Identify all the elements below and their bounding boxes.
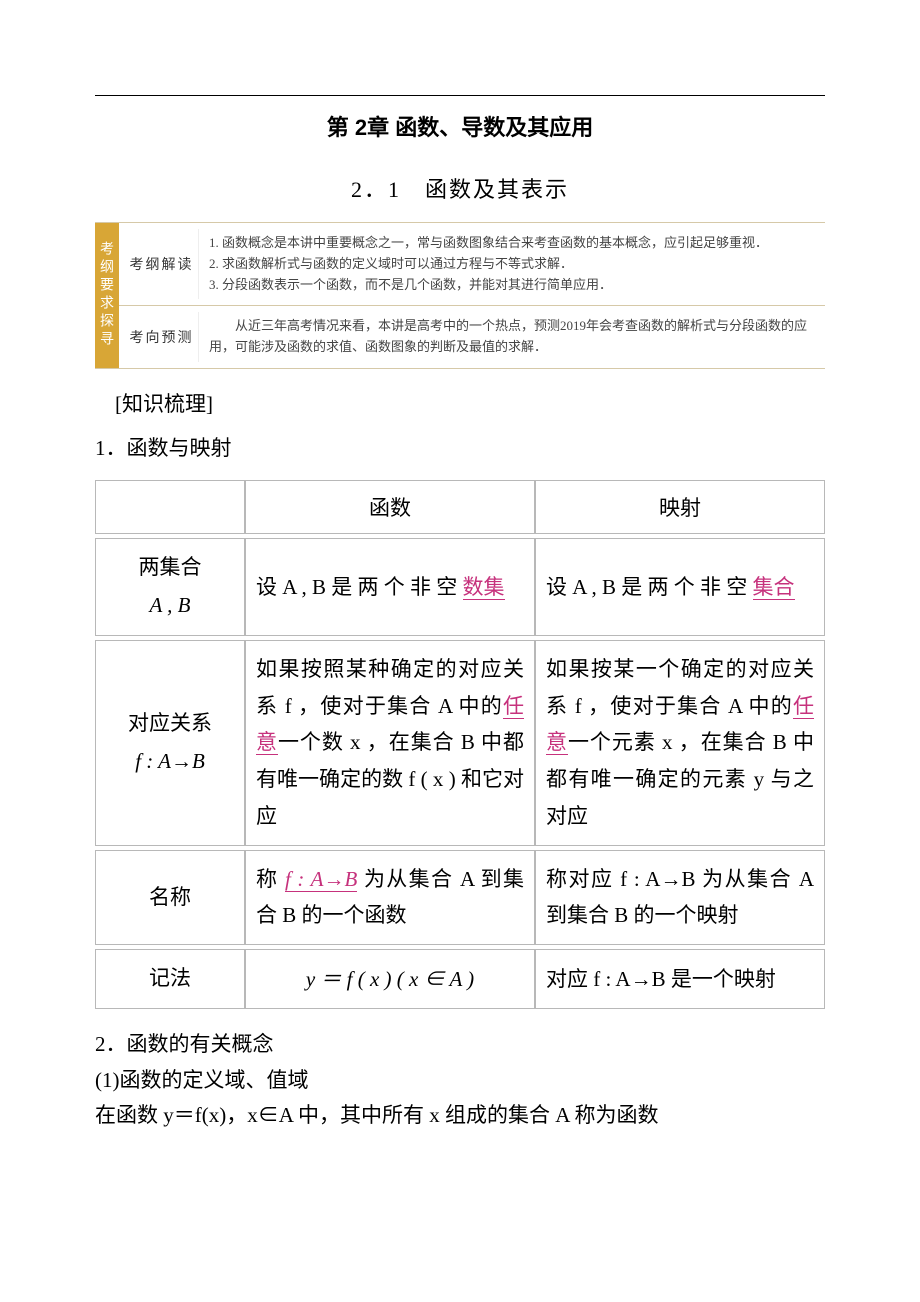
table-header-row: 函数 映射 — [95, 480, 825, 534]
rowhead-name: 名称 — [95, 850, 245, 946]
chapter-title: 第 2章 函数、导数及其应用 — [95, 110, 825, 142]
rowhead-line: 两集合 — [139, 555, 202, 579]
text: 一个元素 x ，在集合 B 中都有唯一确定的元素 y 与之对应 — [546, 730, 814, 828]
keyword: f : A→B — [285, 867, 357, 892]
table-row: 两集合 A , B 设 A , B 是 两 个 非 空 数集 设 A , B 是… — [95, 538, 825, 636]
cell-function-corr: 如果按照某种确定的对应关系 f ，使对于集合 A 中的任意一个数 x ，在集合 … — [245, 640, 535, 846]
rowhead-correspondence: 对应关系 f : A→B — [95, 640, 245, 846]
table-row: 记法 y ＝ f ( x ) ( x ∈ A ) 对应 f : A→B 是一个映… — [95, 949, 825, 1009]
cell-function-sets: 设 A , B 是 两 个 非 空 数集 — [245, 538, 535, 636]
text: y ＝ f ( x ) ( x ∈ A ) — [306, 967, 474, 991]
th-mapping: 映射 — [535, 480, 825, 534]
text: 设 A , B 是 两 个 非 空 — [256, 575, 457, 599]
exam-row-label: 考纲解读 — [125, 229, 199, 299]
exam-row-label: 考向预测 — [125, 312, 199, 362]
cell-mapping-corr: 如果按某一个确定的对应关系 f ，使对于集合 A 中的任意一个元素 x ，在集合… — [535, 640, 825, 846]
rowhead-line: f : A→B — [135, 749, 205, 773]
exam-line: 2. 求函数解析式与函数的定义域时可以通过方程与不等式求解． — [209, 254, 809, 275]
exam-vertical-label: 考纲要求探寻 — [95, 223, 119, 368]
cell-mapping-notation: 对应 f : A→B 是一个映射 — [535, 949, 825, 1009]
rowhead-line: A , B — [149, 593, 190, 617]
cell-function-notation: y ＝ f ( x ) ( x ∈ A ) — [245, 949, 535, 1009]
heading-2: 2．函数的有关概念 — [95, 1027, 825, 1063]
text: 如果按某一个确定的对应关系 f ，使对于集合 A 中的 — [546, 657, 814, 718]
th-empty — [95, 480, 245, 534]
exam-line: 3. 分段函数表示一个函数，而不是几个函数，并能对其进行简单应用． — [209, 275, 809, 296]
text: 一个数 x ，在集合 B 中都有唯一确定的数 f ( x ) 和它对应 — [256, 730, 524, 828]
paragraph: (1)函数的定义域、值域 — [95, 1063, 825, 1099]
text: 称 — [256, 867, 285, 891]
knowledge-heading: [知识梳理] — [115, 387, 825, 423]
exam-row-yuce: 考向预测 从近三年高考情况来看，本讲是高考中的一个热点，预测2019年会考查函数… — [119, 306, 825, 368]
rowhead-notation: 记法 — [95, 949, 245, 1009]
cell-mapping-name: 称对应 f : A→B 为从集合 A 到集合 B 的一个映射 — [535, 850, 825, 946]
rowhead-sets: 两集合 A , B — [95, 538, 245, 636]
cell-mapping-sets: 设 A , B 是 两 个 非 空 集合 — [535, 538, 825, 636]
table-row: 名称 称 f : A→B 为从集合 A 到集合 B 的一个函数 称对应 f : … — [95, 850, 825, 946]
cell-function-name: 称 f : A→B 为从集合 A 到集合 B 的一个函数 — [245, 850, 535, 946]
rowhead-line: 对应关系 — [128, 711, 212, 735]
exam-guide-box: 考纲要求探寻 考纲解读 1. 函数概念是本讲中重要概念之一，常与函数图象结合来考… — [95, 222, 825, 369]
keyword: 数集 — [463, 575, 505, 600]
exam-line: 从近三年高考情况来看，本讲是高考中的一个热点，预测2019年会考查函数的解析式与… — [209, 316, 809, 358]
text: 设 A , B 是 两 个 非 空 — [546, 575, 747, 599]
rowhead-line: 名称 — [149, 885, 191, 909]
text: 对应 f : A→B 是一个映射 — [546, 967, 776, 991]
text: 称对应 f : A→B 为从集合 A 到集合 B 的一个映射 — [546, 867, 814, 928]
exam-row-body: 从近三年高考情况来看，本讲是高考中的一个热点，预测2019年会考查函数的解析式与… — [199, 312, 819, 362]
th-function: 函数 — [245, 480, 535, 534]
exam-rows: 考纲解读 1. 函数概念是本讲中重要概念之一，常与函数图象结合来考查函数的基本概… — [119, 223, 825, 368]
heading-1: 1．函数与映射 — [95, 431, 825, 467]
keyword: 集合 — [753, 575, 795, 600]
exam-line: 1. 函数概念是本讲中重要概念之一，常与函数图象结合来考查函数的基本概念，应引起… — [209, 233, 809, 254]
table-row: 对应关系 f : A→B 如果按照某种确定的对应关系 f ，使对于集合 A 中的… — [95, 640, 825, 846]
text: 如果按照某种确定的对应关系 f ，使对于集合 A 中的 — [256, 657, 524, 718]
exam-row-body: 1. 函数概念是本讲中重要概念之一，常与函数图象结合来考查函数的基本概念，应引起… — [199, 229, 819, 299]
exam-row-jiedu: 考纲解读 1. 函数概念是本讲中重要概念之一，常与函数图象结合来考查函数的基本概… — [119, 223, 825, 306]
top-rule — [95, 95, 825, 96]
function-mapping-table: 函数 映射 两集合 A , B 设 A , B 是 两 个 非 空 数集 设 A… — [95, 476, 825, 1013]
rowhead-line: 记法 — [149, 966, 191, 990]
section-title: 2．1 函数及其表示 — [95, 172, 825, 204]
paragraph: 在函数 y＝f(x)，x∈A 中，其中所有 x 组成的集合 A 称为函数 — [95, 1098, 825, 1134]
